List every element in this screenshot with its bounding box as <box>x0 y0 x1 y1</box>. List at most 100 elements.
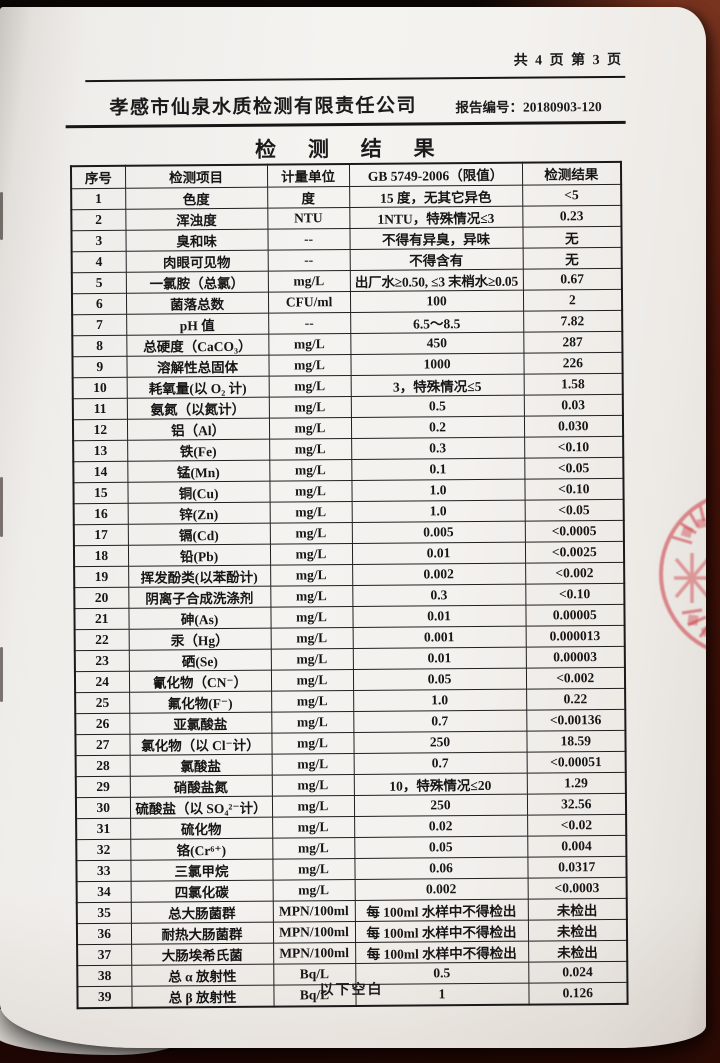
cell-seq: 10 <box>72 376 127 399</box>
cell-unit: -- <box>267 228 350 250</box>
cell-result: 0.00005 <box>525 603 625 626</box>
cell-item: 耐热大肠菌群 <box>130 921 274 944</box>
cell-seq: 16 <box>73 502 128 525</box>
cell-seq: 17 <box>73 523 128 546</box>
cell-item: 氟化物(F⁻) <box>129 690 272 713</box>
results-table: 序号 检测项目 计量单位 GB 5749-2006（限值） 检测结果 1 色度 … <box>69 160 629 1009</box>
cell-item: 锌(Zn) <box>127 501 270 524</box>
cell-item: 锰(Mn) <box>127 459 270 482</box>
cell-unit: mg/L <box>271 753 354 775</box>
cell-item: 砷(As) <box>128 606 271 629</box>
cell-unit: mg/L <box>270 648 353 670</box>
cell-seq: 22 <box>74 628 129 651</box>
cell-unit: mg/L <box>268 417 352 439</box>
cell-result: 无 <box>522 225 622 248</box>
cell-seq: 33 <box>76 859 131 882</box>
cell-unit: mg/L <box>270 669 354 691</box>
cell-unit: mg/L <box>271 690 354 712</box>
cell-seq: 27 <box>75 733 130 756</box>
cell-item: 硒(Se) <box>128 648 271 671</box>
cell-seq: 5 <box>71 271 126 294</box>
cell-item: 铁(Fe) <box>127 438 270 461</box>
cell-unit: mg/L <box>271 774 354 796</box>
cell-result: <0.0025 <box>524 540 625 563</box>
cell-seq: 32 <box>76 838 131 861</box>
cell-seq: 3 <box>71 229 126 252</box>
cell-limit: 每 100ml 水样中不得检出 <box>354 919 529 942</box>
cell-item: 铜(Cu) <box>127 480 270 503</box>
cell-limit: 出厂水≥0.50, ≤3 末梢水≥0.05 <box>349 268 523 292</box>
cell-item: 浑浊度 <box>125 207 268 230</box>
cell-result: 未检出 <box>527 897 627 920</box>
cell-item: 大肠埃希氏菌 <box>131 942 274 965</box>
header-rule-top <box>85 75 626 83</box>
cell-unit: MPN/100ml <box>272 900 355 922</box>
cell-limit: 0.01 <box>352 604 526 628</box>
cell-unit: MPN/100ml <box>273 941 356 964</box>
cell-result: <0.05 <box>524 498 624 521</box>
cell-unit: 度 <box>267 186 350 208</box>
cell-item: 氯酸盐 <box>129 753 272 776</box>
cell-unit: mg/L <box>269 438 352 460</box>
cell-limit: 450 <box>350 331 524 355</box>
cell-limit: 每 100ml 水样中不得检出 <box>354 898 528 922</box>
cell-seq: 30 <box>75 796 131 819</box>
page-count-label: 共 4 页 第 3 页 <box>513 52 624 69</box>
cell-result: 未检出 <box>527 918 628 941</box>
cell-limit: 1.0 <box>351 478 525 502</box>
cell-result: <0.10 <box>525 582 625 605</box>
cell-unit: mg/L <box>269 480 352 502</box>
cell-limit: 0.2 <box>350 415 525 439</box>
cell-seq: 25 <box>75 691 130 714</box>
cell-result: 0.03 <box>523 393 623 416</box>
cell-result: <0.00051 <box>526 750 626 773</box>
cell-seq: 6 <box>71 292 127 315</box>
cell-item: 氰化物（CN⁻） <box>128 669 272 692</box>
cell-unit: mg/L <box>271 711 354 733</box>
cell-limit: 0.3 <box>352 583 526 607</box>
cell-result: 0.0317 <box>527 855 627 878</box>
cell-item: 阴离子合成洗涤剂 <box>128 585 271 608</box>
cell-unit: mg/L <box>272 816 355 838</box>
cell-seq: 28 <box>75 754 130 777</box>
cell-limit: 0.01 <box>352 646 526 670</box>
cell-item: 氯化物（以 Cl⁻计） <box>129 732 272 755</box>
cell-result: 226 <box>523 351 623 374</box>
cell-result: <0.0003 <box>527 876 627 899</box>
cell-item: 总大肠菌群 <box>130 900 273 923</box>
cell-limit: 每 100ml 水样中不得检出 <box>355 940 529 963</box>
cell-result: 未检出 <box>528 939 628 962</box>
cell-limit: 不得有异臭，异味 <box>349 226 523 250</box>
cell-seq: 35 <box>76 901 131 924</box>
cell-unit: mg/L <box>270 627 353 649</box>
cell-item: 氨氮（以氮计） <box>126 396 269 419</box>
cell-result: <0.002 <box>525 561 625 584</box>
cell-seq: 24 <box>74 670 130 693</box>
header-limit: GB 5749-2006（限值） <box>348 162 523 187</box>
company-name: 孝感市仙泉水质检测有限责任公司 <box>109 95 418 119</box>
cell-seq: 11 <box>72 397 127 420</box>
cell-item: 硫化物 <box>130 816 273 839</box>
cell-limit: 0.7 <box>353 751 527 775</box>
cell-limit: 0.01 <box>351 541 526 565</box>
header-seq: 序号 <box>70 165 126 189</box>
document-title: 检 测 结 果 <box>254 137 448 162</box>
cell-result: 0.00003 <box>525 645 625 668</box>
cell-unit: mg/L <box>271 795 355 817</box>
cell-seq: 7 <box>72 313 127 336</box>
cell-unit: mg/L <box>268 375 351 397</box>
cell-result: 287 <box>523 330 623 353</box>
header-rule-bottom <box>65 120 626 129</box>
cell-result: 0.030 <box>523 414 624 437</box>
cell-result: 0.23 <box>522 204 622 227</box>
cell-result: 0.67 <box>522 267 622 290</box>
cell-unit: mg/L <box>272 858 355 880</box>
cell-limit: 15 度，无其它异色 <box>349 184 523 208</box>
header-item: 检测项目 <box>124 164 268 188</box>
cell-item: 镉(Cd) <box>127 522 270 545</box>
cell-seq: 34 <box>76 880 131 903</box>
cell-result: 2 <box>522 288 623 311</box>
cell-limit: 0.002 <box>354 877 528 901</box>
cell-item: 硝酸盐氮 <box>129 774 272 797</box>
